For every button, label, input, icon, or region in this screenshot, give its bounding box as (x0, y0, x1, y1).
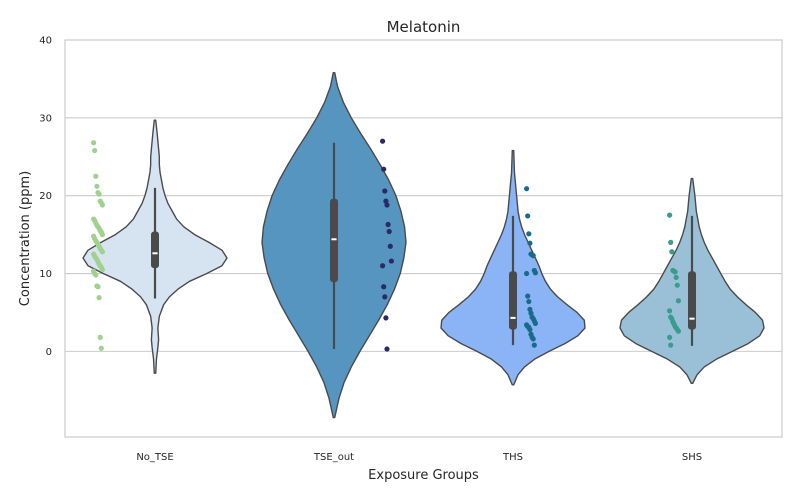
x-tick-label: THS (502, 452, 523, 463)
strip-point (531, 342, 537, 348)
strip-point (99, 232, 105, 238)
x-tick-label: SHS (682, 452, 702, 463)
y-tick-label: 40 (39, 36, 52, 47)
y-tick-label: 20 (39, 191, 52, 202)
x-tick-labels: No_TSE TSE_out THS SHS (136, 452, 702, 463)
strip-point (95, 284, 101, 290)
strip-point (530, 336, 536, 342)
strip-point (530, 253, 536, 259)
strip-point (93, 173, 99, 179)
strip-point (532, 320, 539, 326)
strip-point (96, 295, 102, 301)
strip-point (667, 308, 673, 314)
strip-point (93, 272, 99, 278)
strip-point (673, 274, 679, 281)
strip-point (385, 221, 391, 228)
strip-point (525, 213, 531, 219)
strip-point (380, 138, 386, 144)
strip-point (669, 249, 675, 255)
strip-point (524, 270, 530, 277)
strip-point (383, 315, 389, 321)
strip-point (381, 284, 387, 290)
strip-point (675, 328, 682, 334)
strip-point (91, 140, 97, 146)
x-tick-label: TSE_out (313, 452, 354, 463)
violins (82, 71, 765, 419)
strip-point (667, 212, 673, 218)
strip-point (98, 345, 104, 351)
strip-point (384, 202, 390, 208)
strip-point (96, 191, 102, 197)
strip-point (526, 231, 532, 237)
violin-box (509, 271, 517, 330)
strip-point (386, 228, 392, 235)
strip-point (382, 294, 388, 300)
strip-point (525, 293, 531, 299)
strip-point (384, 346, 390, 352)
violin-box (151, 231, 159, 269)
strip-point (97, 334, 103, 340)
y-tick-labels: 0 10 20 30 40 (39, 36, 52, 358)
x-axis-label: Exposure Groups (368, 468, 479, 483)
strip-point (524, 186, 530, 192)
strip-point (99, 202, 105, 208)
y-tick-label: 0 (46, 347, 52, 358)
strip-point (668, 342, 674, 348)
y-tick-label: 10 (39, 269, 52, 280)
y-tick-label: 30 (39, 113, 52, 124)
strip-point (526, 298, 532, 305)
strip-point (668, 239, 674, 245)
chart-title: Melatonin (387, 18, 461, 36)
strip-point (388, 258, 394, 264)
strip-point (99, 249, 105, 255)
strip-point (674, 282, 680, 288)
y-axis-label: Concentration (ppm) (18, 171, 33, 306)
strip-point (527, 326, 533, 333)
strip-point (99, 267, 105, 273)
x-tick-label: No_TSE (136, 452, 173, 463)
violin-box (688, 271, 696, 330)
strip-point (527, 240, 533, 246)
strip-point (667, 334, 673, 340)
strip-points (91, 138, 682, 352)
strip-point (381, 166, 387, 172)
strip-point (387, 243, 393, 249)
plot-frame (64, 39, 783, 438)
strip-point (672, 269, 678, 275)
strip-point (92, 147, 98, 154)
strip-point (380, 263, 386, 269)
strip-point (675, 298, 682, 304)
strip-point (94, 183, 100, 189)
strip-point (382, 188, 388, 194)
strip-point (532, 270, 539, 276)
violin-box (330, 198, 338, 283)
